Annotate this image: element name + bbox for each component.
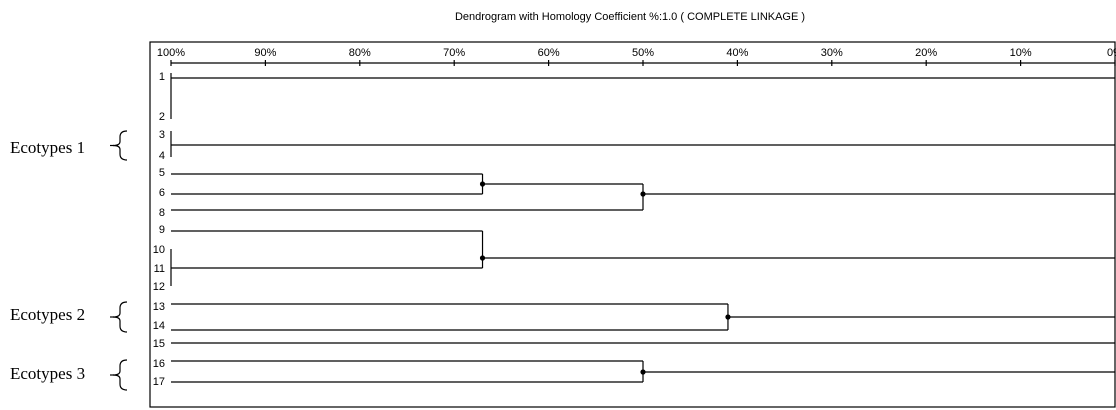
- leaf-label-5: 5: [159, 167, 165, 179]
- leaf-label-10: 10: [153, 244, 165, 256]
- tick-label: 60%: [538, 47, 560, 59]
- tick-label: 90%: [254, 47, 276, 59]
- axis-ticks: 100% 90% 80% 70% 60% 50% 40% 30% 20% 10% 0%: [157, 47, 1116, 66]
- leaf-label-13: 13: [153, 301, 165, 313]
- leaf-label-2: 2: [159, 111, 165, 123]
- group-annotations: Ecotypes 1 Ecotypes 2 Ecotypes 3: [10, 130, 128, 391]
- leaf-label-4: 4: [159, 150, 165, 162]
- leaf-label-9: 9: [159, 224, 165, 236]
- group-label: Ecotypes 3: [10, 364, 85, 383]
- leaf-label-14: 14: [153, 320, 165, 332]
- group-brace: [112, 301, 128, 333]
- group-label: Ecotypes 1: [10, 138, 85, 157]
- chart-title: Dendrogram with Homology Coefficient %:1…: [455, 11, 805, 23]
- leaf-label-15: 15: [153, 338, 165, 350]
- tick-label: 20%: [915, 47, 937, 59]
- leaf-label-1: 1: [159, 71, 165, 83]
- leaf-label-11: 11: [154, 263, 165, 275]
- tick-label: 100%: [157, 47, 185, 59]
- leaf-label-6: 6: [159, 187, 165, 199]
- leaf-label-16: 16: [153, 358, 165, 370]
- leaf-label-3: 3: [159, 129, 165, 141]
- leaf-label-8: 8: [159, 207, 165, 219]
- tick-label: 0%: [1107, 47, 1116, 59]
- plot-frame: [149, 41, 1116, 408]
- tick-label: 50%: [632, 47, 654, 59]
- group-brace: [112, 130, 128, 161]
- tick-label: 80%: [349, 47, 371, 59]
- tick-label: 40%: [726, 47, 748, 59]
- tick-label: 30%: [821, 47, 843, 59]
- tree-branches: [170, 73, 1115, 383]
- tick-label: 70%: [443, 47, 465, 59]
- group-label: Ecotypes 2: [10, 305, 85, 324]
- tick-label: 10%: [1010, 47, 1032, 59]
- leaf-label-12: 12: [153, 281, 165, 293]
- group-brace: [112, 359, 128, 391]
- leaf-label-17: 17: [153, 376, 165, 388]
